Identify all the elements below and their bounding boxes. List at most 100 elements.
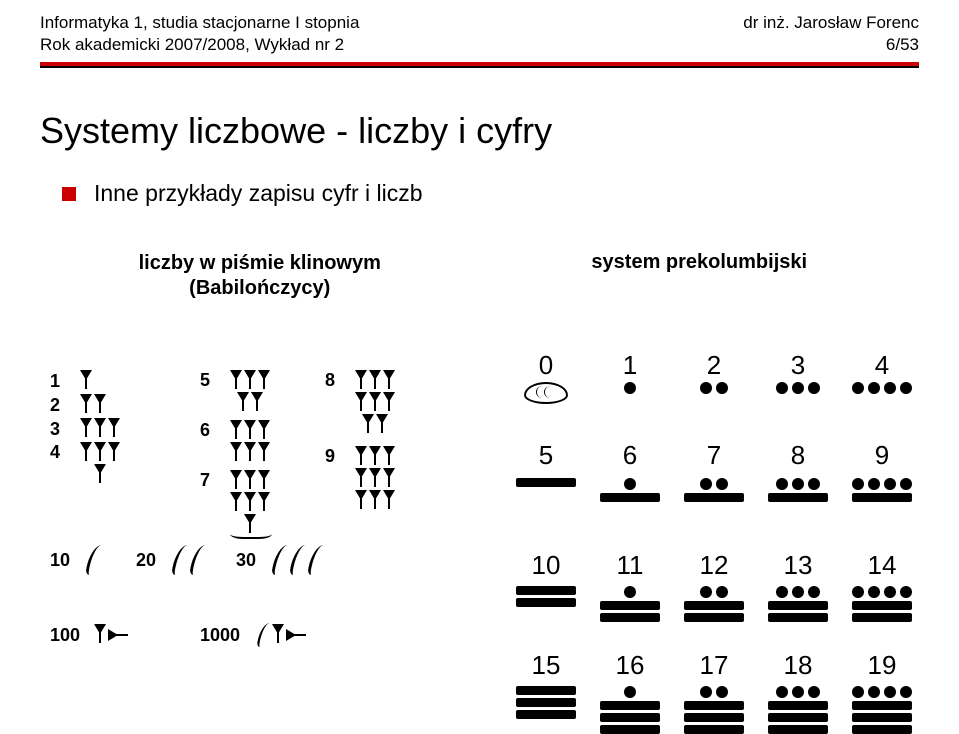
baby-label: 8 (325, 370, 355, 391)
cuneiform-wedge-icon (355, 468, 368, 490)
maya-dot-icon (716, 686, 728, 698)
cuneiform-wedge-icon (383, 370, 396, 392)
cuneiform-hook-icon (256, 623, 269, 647)
maya-dot-icon (808, 478, 820, 490)
cuneiform-wedge-icon (369, 370, 382, 392)
maya-bar-icon (684, 493, 744, 502)
maya-dot-row (850, 478, 914, 490)
cuneiform-wedge-icon (80, 370, 93, 392)
slide-header: Informatyka 1, studia stacjonarne I stop… (40, 12, 919, 56)
header-left-line1: Informatyka 1, studia stacjonarne I stop… (40, 13, 359, 32)
maya-bar-icon (600, 713, 660, 722)
baby-label: 4 (50, 442, 80, 463)
maya-dot-row (774, 686, 822, 698)
baby-label: 100 (50, 625, 94, 646)
maya-shell-icon (524, 382, 568, 404)
maya-dot-row (698, 478, 730, 490)
maya-symbol (510, 382, 582, 404)
maya-bar-icon (852, 713, 912, 722)
maya-dot-icon (776, 478, 788, 490)
slide: Informatyka 1, studia stacjonarne I stop… (0, 0, 959, 681)
cuneiform-wedge-icon (108, 418, 121, 440)
subtitle-maya: system prekolumbijski (480, 251, 920, 301)
bullet-item: Inne przykłady zapisu cyfr i liczb (62, 180, 919, 207)
maya-number-label: 16 (594, 650, 666, 681)
maya-symbol (762, 382, 834, 394)
maya-dot-icon (884, 686, 896, 698)
cuneiform-wedge-icon (244, 492, 257, 514)
maya-dot-row (622, 686, 638, 698)
maya-bar-icon (768, 713, 828, 722)
cuneiform-wedge-icon (80, 394, 93, 416)
maya-bar-icon (768, 493, 828, 502)
maya-number-label: 15 (510, 650, 582, 681)
cuneiform-hook-icon (84, 545, 100, 575)
cuneiform-wedge-icon (230, 470, 243, 492)
maya-dot-icon (700, 478, 712, 490)
maya-number-label: 8 (762, 440, 834, 471)
maya-symbol (846, 686, 918, 734)
maya-dot-icon (700, 586, 712, 598)
maya-dot-icon (700, 686, 712, 698)
maya-dot-icon (624, 478, 636, 490)
maya-bar-icon (600, 493, 660, 502)
maya-number-label: 18 (762, 650, 834, 681)
maya-number-label: 11 (594, 550, 666, 581)
maya-symbol (594, 382, 666, 394)
maya-symbol (510, 686, 582, 719)
cuneiform-wedge-icon (355, 490, 368, 512)
maya-dot-icon (808, 586, 820, 598)
maya-bar-icon (600, 613, 660, 622)
cuneiform-hook-icon (306, 545, 322, 575)
cuneiform-wedge-icon (258, 470, 271, 492)
cuneiform-wedge-icon (369, 468, 382, 490)
maya-dot-icon (852, 686, 864, 698)
maya-number-label: 0 (510, 350, 582, 381)
maya-dot-row (622, 586, 638, 598)
maya-dot-icon (868, 382, 880, 394)
maya-dot-icon (808, 686, 820, 698)
maya-bar-icon (684, 601, 744, 610)
maya-dot-row (622, 478, 638, 490)
slide-title: Systemy liczbowe - liczby i cyfry (40, 110, 919, 152)
maya-bar-icon (516, 710, 576, 719)
cuneiform-wedge-icon (383, 446, 396, 468)
maya-dot-row (698, 586, 730, 598)
cuneiform-wedge-icon (94, 624, 107, 646)
cuneiform-wedge-icon (230, 442, 243, 464)
maya-bar-icon (852, 493, 912, 502)
baby-label: 7 (200, 470, 230, 491)
cuneiform-hook-icon (270, 545, 286, 575)
maya-bar-icon (684, 713, 744, 722)
baby-label: 1000 (200, 625, 254, 646)
cuneiform-wedge-icon (80, 418, 93, 440)
maya-dot-icon (868, 586, 880, 598)
maya-symbol (510, 478, 582, 487)
subtitle-left-line1: liczby w piśmie klinowym (139, 252, 381, 274)
cuneiform-wedge-icon (108, 442, 121, 464)
cuneiform-wedge-icon (272, 624, 285, 646)
subtitles-row: liczby w piśmie klinowym (Babilończycy) … (40, 251, 919, 301)
baby-label: 1 (50, 371, 80, 392)
maya-dot-row (850, 686, 914, 698)
maya-dot-icon (624, 382, 636, 394)
cuneiform-wedge-icon (258, 492, 271, 514)
maya-dot-row (774, 382, 822, 394)
baby-label: 9 (325, 446, 355, 467)
maya-dot-icon (900, 586, 912, 598)
cuneiform-wedge-icon (258, 420, 271, 442)
maya-bar-icon (852, 601, 912, 610)
baby-label: 10 (50, 550, 84, 571)
cuneiform-hook-icon (170, 545, 186, 575)
maya-bar-icon (516, 586, 576, 595)
maya-bar-icon (768, 701, 828, 710)
maya-dot-icon (716, 586, 728, 598)
subtitle-left-line2: (Babilończycy) (189, 277, 330, 299)
cuneiform-wedge-icon (94, 394, 107, 416)
cuneiform-wedge-icon (230, 420, 243, 442)
cuneiform-hook-icon (288, 545, 304, 575)
maya-dot-row (850, 586, 914, 598)
maya-dot-icon (852, 478, 864, 490)
maya-dot-icon (716, 478, 728, 490)
cuneiform-wedge-icon (80, 442, 93, 464)
